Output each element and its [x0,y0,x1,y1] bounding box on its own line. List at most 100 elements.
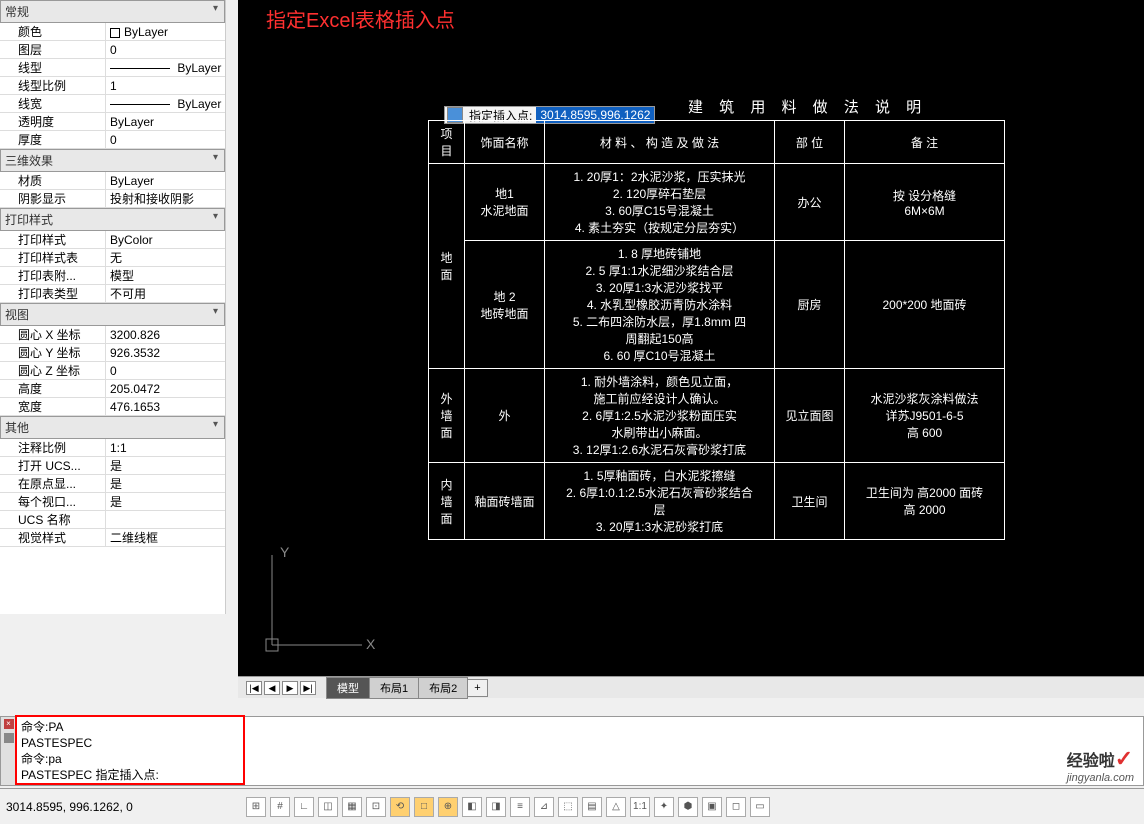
tab-nav-button[interactable]: |◀ [246,681,262,695]
pin-icon[interactable] [4,733,14,743]
status-icon[interactable]: ⟲ [390,797,410,817]
property-key: 打印样式表 [0,249,106,266]
tab-model[interactable]: 模型 [326,677,370,699]
table-cell: 外 [465,369,545,463]
property-row[interactable]: 圆心 Y 坐标926.3532 [0,344,225,362]
group-header[interactable]: 视图 [0,303,225,326]
property-value[interactable]: ByLayer [106,23,225,40]
property-row[interactable]: 圆心 X 坐标3200.826 [0,326,225,344]
property-row[interactable]: 高度205.0472 [0,380,225,398]
property-row[interactable]: UCS 名称 [0,511,225,529]
property-row[interactable]: 线宽 ByLayer [0,95,225,113]
property-value[interactable]: 476.1653 [106,398,225,415]
status-icon[interactable]: △ [606,797,626,817]
status-icon[interactable]: ◧ [462,797,482,817]
status-icon[interactable]: ▦ [342,797,362,817]
drawing-canvas[interactable]: 指定Excel表格插入点 建 筑 用 料 做 法 说 明 指定插入点: 3014… [238,0,1144,698]
property-row[interactable]: 打印样式表无 [0,249,225,267]
property-value[interactable]: ByLayer [106,172,225,189]
property-value[interactable]: 是 [106,457,225,474]
command-line: PASTESPEC [21,735,1139,751]
property-value[interactable]: 模型 [106,267,225,284]
property-value[interactable]: 无 [106,249,225,266]
property-row[interactable]: 线型 ByLayer [0,59,225,77]
tab-nav-button[interactable]: ▶| [300,681,316,695]
group-header[interactable]: 三维效果 [0,149,225,172]
property-value[interactable]: 0 [106,131,225,148]
status-icon[interactable]: ⊞ [246,797,266,817]
property-row[interactable]: 在原点显...是 [0,475,225,493]
property-row[interactable]: 厚度0 [0,131,225,149]
status-icon[interactable]: ≡ [510,797,530,817]
property-row[interactable]: 线型比例1 [0,77,225,95]
tab-nav-button[interactable]: ▶ [282,681,298,695]
close-icon[interactable]: × [4,719,14,729]
group-header[interactable]: 打印样式 [0,208,225,231]
tab-layout[interactable]: 布局2 [418,677,468,699]
status-icon[interactable]: ▣ [702,797,722,817]
tab-nav-button[interactable]: ◀ [264,681,280,695]
status-icon[interactable]: ⬢ [678,797,698,817]
property-value[interactable]: 不可用 [106,285,225,302]
callout-text: 指定Excel表格插入点 [266,4,455,33]
status-icon[interactable]: ▤ [582,797,602,817]
property-key: 视觉样式 [0,529,106,546]
property-row[interactable]: 阴影显示投射和接收阴影 [0,190,225,208]
property-value[interactable]: 二维线框 [106,529,225,546]
property-key: 高度 [0,380,106,397]
status-icon[interactable]: ◨ [486,797,506,817]
property-row[interactable]: 图层0 [0,41,225,59]
property-value[interactable] [106,511,225,528]
property-value[interactable]: ByLayer [106,59,225,76]
property-value[interactable]: 926.3532 [106,344,225,361]
group-header[interactable]: 其他 [0,416,225,439]
property-row[interactable]: 材质ByLayer [0,172,225,190]
property-row[interactable]: 透明度ByLayer [0,113,225,131]
property-value[interactable]: 是 [106,475,225,492]
property-value[interactable]: ByColor [106,231,225,248]
property-value[interactable]: 0 [106,41,225,58]
tab-layout[interactable]: 布局1 [369,677,419,699]
property-value[interactable]: ByLayer [106,113,225,130]
property-key: 圆心 Y 坐标 [0,344,106,361]
property-row[interactable]: 颜色ByLayer [0,23,225,41]
property-value[interactable]: 3200.826 [106,326,225,343]
property-key: 圆心 X 坐标 [0,326,106,343]
status-icon[interactable]: 1:1 [630,797,650,817]
status-icon[interactable]: ⬚ [558,797,578,817]
property-row[interactable]: 宽度476.1653 [0,398,225,416]
status-icon[interactable]: ⊡ [366,797,386,817]
table-cell: 卫生间为 高2000 面砖 高 2000 [845,463,1005,540]
property-value[interactable]: 1:1 [106,439,225,456]
property-key: 线型 [0,59,106,76]
status-icon[interactable]: ✦ [654,797,674,817]
status-icon[interactable]: ∟ [294,797,314,817]
property-value[interactable]: 投射和接收阴影 [106,190,225,207]
property-value[interactable]: 1 [106,77,225,94]
property-value[interactable]: ByLayer [106,95,225,112]
property-row[interactable]: 每个视口...是 [0,493,225,511]
property-row[interactable]: 打印表类型不可用 [0,285,225,303]
property-key: 注释比例 [0,439,106,456]
property-row[interactable]: 圆心 Z 坐标0 [0,362,225,380]
table-cell: 地 面 [429,164,465,369]
property-value[interactable]: 是 [106,493,225,510]
property-row[interactable]: 打印样式ByColor [0,231,225,249]
status-icon[interactable]: ⊕ [438,797,458,817]
status-icon[interactable]: ⊿ [534,797,554,817]
status-icon[interactable]: ◻ [726,797,746,817]
status-icon[interactable]: □ [414,797,434,817]
svg-text:X: X [366,636,376,652]
status-icon[interactable]: ▭ [750,797,770,817]
command-lines[interactable]: 命令:PAPASTESPEC命令:paPASTESPEC 指定插入点: [17,717,1143,785]
property-row[interactable]: 注释比例1:1 [0,439,225,457]
group-header[interactable]: 常规 [0,0,225,23]
property-row[interactable]: 打印表附...模型 [0,267,225,285]
property-value[interactable]: 205.0472 [106,380,225,397]
status-icon[interactable]: # [270,797,290,817]
tab-add[interactable]: + [467,679,487,697]
property-value[interactable]: 0 [106,362,225,379]
status-icon[interactable]: ◫ [318,797,338,817]
property-row[interactable]: 打开 UCS...是 [0,457,225,475]
property-row[interactable]: 视觉样式二维线框 [0,529,225,547]
